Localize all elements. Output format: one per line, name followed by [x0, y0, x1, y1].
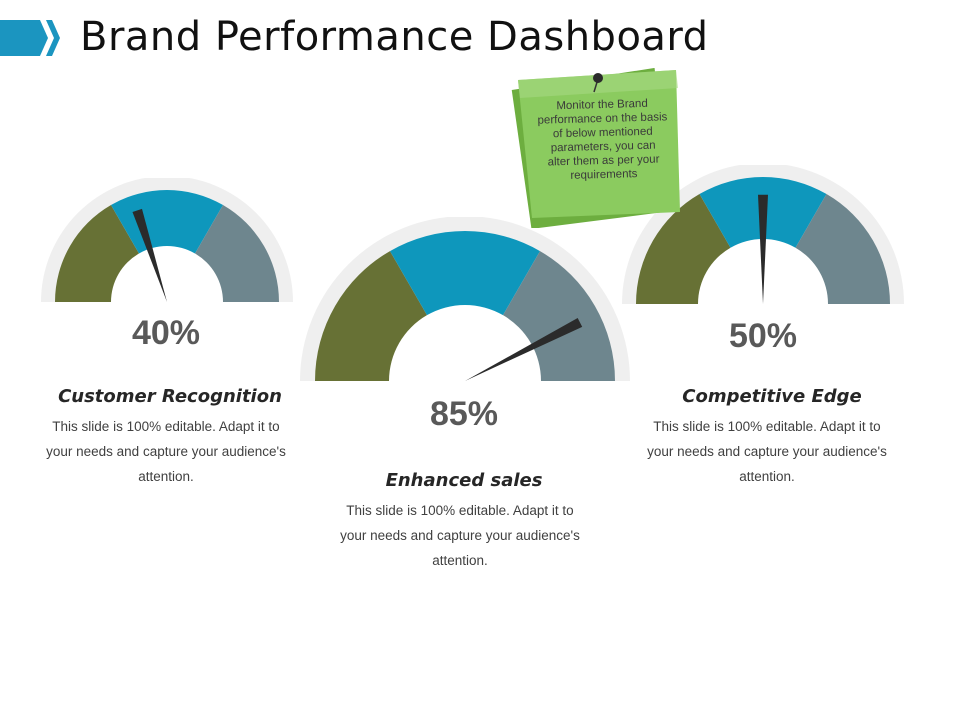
- gauge-segment-high: [195, 205, 279, 302]
- gauge-value-customer-recognition: 40%: [131, 314, 201, 352]
- gauge-needle: [465, 317, 583, 381]
- gauge-heading-competitive-edge: Competitive Edge: [682, 386, 862, 407]
- gauge-heading-enhanced-sales: Enhanced sales: [385, 470, 543, 491]
- gauge-description-customer-recognition: This slide is 100% editable. Adapt it to…: [46, 419, 286, 484]
- gauge-segment-low: [315, 251, 427, 381]
- page-title: Brand Performance Dashboard: [80, 14, 709, 60]
- gauge-value-competitive-edge: 50%: [728, 317, 798, 355]
- gauge-needle: [132, 208, 167, 302]
- pushpin-icon: [593, 73, 603, 93]
- gauge-heading-customer-recognition: Customer Recognition: [58, 386, 282, 407]
- gauge-description-competitive-edge: This slide is 100% editable. Adapt it to…: [647, 419, 887, 484]
- gauge-description-enhanced-sales: This slide is 100% editable. Adapt it to…: [340, 503, 580, 568]
- gauge-segment-mid: [111, 190, 223, 254]
- sticky-note-text: Monitor the Brand performance on the bas…: [537, 97, 668, 182]
- gauge-needle: [758, 194, 768, 304]
- gauge-track: [41, 178, 293, 302]
- gauge-competitive-edge: [622, 165, 904, 304]
- gauge-customer-recognition: [41, 178, 293, 302]
- gauge-segment-low: [636, 194, 731, 304]
- gauge-segment-low: [55, 205, 139, 302]
- gauge-segment-mid: [390, 230, 540, 316]
- gauge-value-enhanced-sales: 85%: [429, 395, 499, 433]
- gauge-segment-high: [795, 194, 890, 304]
- gauge-enhanced-sales: [300, 217, 630, 381]
- sticky-note: [511, 68, 680, 228]
- gauge-segment-high: [503, 251, 615, 381]
- title-chevron-icon: [0, 20, 60, 56]
